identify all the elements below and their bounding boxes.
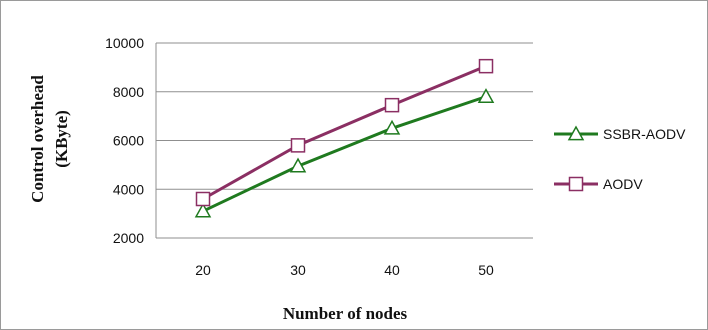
x-tick-label: 20 — [195, 262, 211, 278]
data-point-ssbr-aodv — [477, 88, 495, 103]
series-ssbr-aodv — [194, 88, 495, 218]
series-aodv — [195, 58, 494, 207]
gridlines — [155, 42, 533, 239]
legend-label: SSBR-AODV — [603, 126, 686, 142]
series-line-aodv — [202, 64, 487, 201]
y-tick-label: 10000 — [105, 35, 144, 51]
x-tick-labels: 20 30 40 50 — [195, 262, 494, 278]
y-tick-label: 6000 — [113, 133, 144, 149]
data-point-aodv — [478, 58, 494, 74]
legend: SSBR-AODV AODV — [554, 125, 686, 192]
x-tick-label: 30 — [290, 262, 306, 278]
data-series — [194, 58, 495, 218]
x-tick-label: 50 — [478, 262, 494, 278]
data-point-aodv — [384, 97, 400, 113]
y-axis-unit: (KByte) — [52, 110, 71, 168]
legend-label: AODV — [603, 176, 643, 192]
x-axis-title: Number of nodes — [283, 304, 408, 323]
y-tick-label: 8000 — [113, 84, 144, 100]
legend-item-aodv: AODV — [554, 176, 643, 192]
data-point-ssbr-aodv — [194, 202, 212, 218]
data-point-ssbr-aodv — [289, 157, 307, 173]
series-line-ssbr-aodv — [202, 95, 487, 213]
legend-item-ssbr-aodv: SSBR-AODV — [554, 125, 686, 142]
legend-marker-ssbr-aodv — [567, 125, 585, 141]
y-tick-label: 4000 — [113, 181, 144, 197]
y-tick-label: 2000 — [113, 230, 144, 246]
x-tick-label: 40 — [384, 262, 400, 278]
data-point-ssbr-aodv — [383, 119, 401, 135]
data-point-aodv — [290, 138, 306, 153]
y-axis-title: Control overhead — [28, 75, 47, 203]
legend-marker-aodv — [568, 176, 584, 192]
y-tick-labels: 2000 4000 6000 8000 10000 — [105, 35, 144, 246]
data-point-aodv — [195, 191, 211, 207]
